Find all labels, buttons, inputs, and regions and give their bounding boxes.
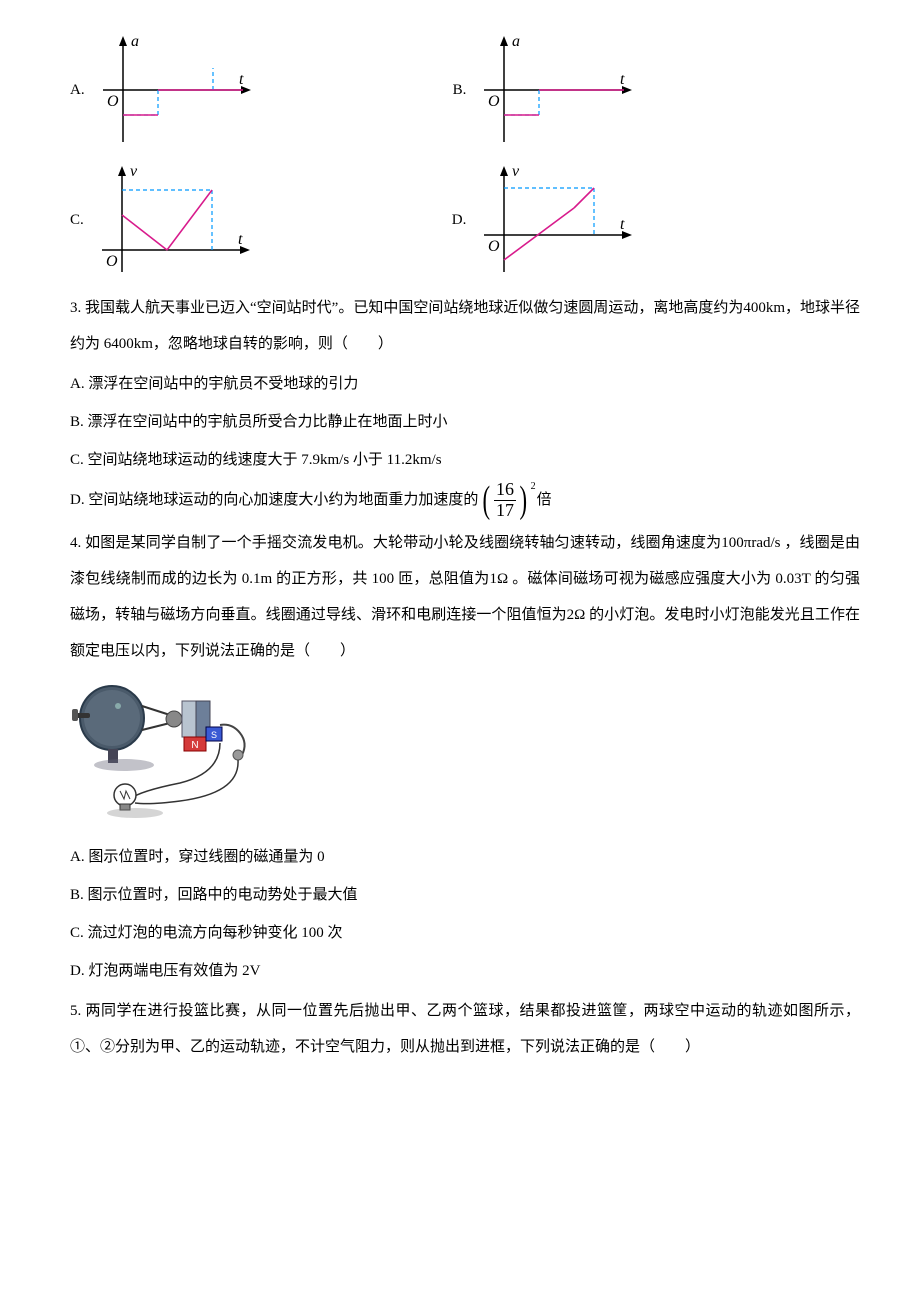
graph-row-2: C. v t O D. v t O bbox=[70, 160, 860, 280]
paren-right: ) bbox=[520, 481, 528, 519]
q3-choice-D-post: 倍 bbox=[537, 482, 552, 518]
svg-text:a: a bbox=[131, 33, 139, 50]
svg-text:N: N bbox=[191, 740, 198, 751]
svg-text:v: v bbox=[130, 163, 138, 180]
graph-option-B: B. a t O bbox=[453, 30, 635, 150]
q3-choice-C: C. 空间站绕地球运动的线速度大于 7.9km/s 小于 11.2km/s bbox=[70, 442, 860, 478]
svg-text:O: O bbox=[488, 93, 500, 110]
svg-text:O: O bbox=[488, 238, 500, 255]
q3-choice-D: D. 空间站绕地球运动的向心加速度大小约为地面重力加速度的 ( 16 17 ) … bbox=[70, 480, 860, 521]
graph-row-1: A. a t O B. a t O bbox=[70, 30, 860, 150]
q4-choice-D: D. 灯泡两端电压有效值为 2V bbox=[70, 953, 860, 989]
svg-text:t: t bbox=[620, 71, 625, 88]
q3-body: 3. 我国载人航天事业已迈入“空间站时代”。已知中国空间站绕地球近似做匀速圆周运… bbox=[70, 290, 860, 362]
svg-text:O: O bbox=[106, 253, 118, 270]
q4-body: 4. 如图是某同学自制了一个手摇交流发电机。大轮带动小轮及线圈绕转轴匀速转动，线… bbox=[70, 525, 860, 669]
svg-text:S: S bbox=[211, 730, 217, 740]
q4-choice-A: A. 图示位置时，穿过线圈的磁通量为 0 bbox=[70, 839, 860, 875]
option-letter: B. bbox=[453, 72, 467, 108]
fraction-16-17-squared: ( 16 17 ) 2 bbox=[480, 480, 534, 521]
option-letter: C. bbox=[70, 202, 84, 238]
graph-C-svg: v t O bbox=[92, 160, 252, 280]
graph-D-svg: v t O bbox=[474, 160, 634, 280]
svg-text:t: t bbox=[239, 71, 244, 88]
q3-choice-A: A. 漂浮在空间站中的宇航员不受地球的引力 bbox=[70, 366, 860, 402]
option-letter: A. bbox=[70, 72, 85, 108]
fraction-den: 17 bbox=[494, 501, 516, 521]
svg-text:t: t bbox=[238, 231, 243, 248]
fraction-num: 16 bbox=[494, 480, 516, 501]
paren-left: ( bbox=[483, 481, 491, 519]
graph-option-A: A. a t O bbox=[70, 30, 253, 150]
q4-choice-B: B. 图示位置时，回路中的电动势处于最大值 bbox=[70, 877, 860, 913]
graph-option-C: C. v t O bbox=[70, 160, 252, 280]
q3-choice-B: B. 漂浮在空间站中的宇航员所受合力比静止在地面上时小 bbox=[70, 404, 860, 440]
svg-text:v: v bbox=[512, 163, 520, 180]
option-letter: D. bbox=[452, 202, 467, 238]
exponent: 2 bbox=[531, 481, 536, 492]
fraction: 16 17 bbox=[494, 480, 516, 521]
graph-A-svg: a t O bbox=[93, 30, 253, 150]
svg-text:a: a bbox=[512, 33, 520, 50]
svg-text:t: t bbox=[620, 216, 625, 233]
q3-choice-D-pre: D. 空间站绕地球运动的向心加速度大小约为地面重力加速度的 bbox=[70, 482, 478, 518]
q4-figure: N S bbox=[70, 673, 280, 823]
svg-text:O: O bbox=[107, 93, 119, 110]
q5-body: 5. 两同学在进行投篮比赛，从同一位置先后抛出甲、乙两个篮球，结果都投进篮筐，两… bbox=[70, 993, 860, 1065]
q4-choice-C: C. 流过灯泡的电流方向每秒钟变化 100 次 bbox=[70, 915, 860, 951]
graph-B-svg: a t O bbox=[474, 30, 634, 150]
graph-option-D: D. v t O bbox=[452, 160, 635, 280]
